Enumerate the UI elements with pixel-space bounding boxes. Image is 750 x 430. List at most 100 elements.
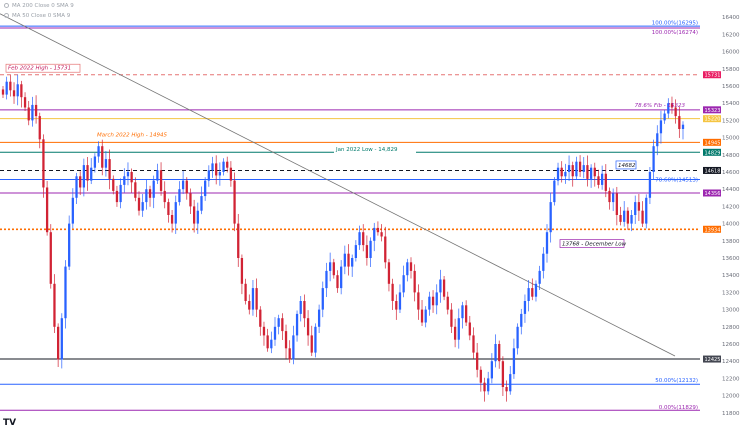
y-tick-label: 16000 [722, 50, 740, 56]
level-labels-layer: 100.00%(16295) 100.00%(16274) Feb 2022 Hig… [5, 21, 698, 411]
candle-body [483, 382, 486, 392]
y-tick-label: 15600 [722, 84, 740, 90]
candle-body [641, 210, 644, 224]
candle-body [391, 283, 394, 301]
candle-body [424, 309, 427, 323]
visibility-icon[interactable] [4, 3, 9, 8]
candle-body [446, 296, 449, 310]
candle-body [314, 326, 317, 353]
price-badge-label: 13934 [705, 227, 721, 233]
candle-body [108, 159, 111, 179]
candle-body [189, 193, 192, 207]
tradingview-logo: TV [3, 418, 17, 428]
price-badge [703, 148, 721, 156]
candle-body [453, 326, 457, 340]
candle-body [130, 172, 133, 183]
price-badge-label: 15323 [705, 108, 721, 114]
candle-body [211, 163, 214, 171]
candle-body [248, 301, 251, 310]
candle-body [82, 165, 86, 188]
candle-body [380, 232, 383, 237]
candle-body [156, 170, 159, 181]
candle-body [200, 196, 203, 211]
y-tick-label: 15800 [722, 67, 740, 73]
price-badge-label: 14356 [705, 191, 721, 197]
horizontal-levels [0, 25, 700, 411]
candle-body [1, 89, 5, 95]
candle-body [178, 189, 181, 203]
candle-body [31, 104, 34, 121]
candle-body [292, 335, 295, 360]
candle-body [589, 167, 593, 179]
candle-body [181, 180, 185, 190]
candle-body [134, 182, 137, 198]
candle-body [604, 173, 607, 191]
price-badge [703, 166, 721, 174]
candle-body [332, 262, 335, 276]
y-tick-label: 12800 [722, 325, 740, 331]
level-label: 50.00%(12132) [655, 378, 698, 384]
candle-body [542, 253, 545, 271]
candle-body [16, 84, 19, 97]
candle-body [531, 288, 534, 297]
candle-body [630, 215, 633, 224]
candle-body [623, 210, 626, 222]
candle-body [678, 116, 681, 129]
level-label: 100.00%(16274) [652, 30, 698, 36]
candle-body [222, 161, 225, 172]
price-badge-label: 12425 [705, 357, 721, 363]
candle-body [413, 270, 416, 293]
candle-body [586, 165, 589, 179]
visibility-icon[interactable] [4, 13, 9, 18]
annotation-label: 14682 [618, 163, 636, 169]
candle-body [240, 258, 244, 284]
candle-body [435, 292, 438, 306]
candle-body [218, 172, 222, 176]
candle-body [281, 318, 284, 332]
y-tick-label: 12600 [722, 342, 740, 348]
price-badge [703, 189, 721, 197]
candle-body [38, 116, 41, 140]
candle-body [226, 161, 229, 168]
price-badge [703, 225, 721, 233]
candle-body [112, 178, 115, 191]
candle-body [376, 227, 380, 233]
level-label: 0.00%(11829) [659, 405, 698, 411]
candle-body [259, 309, 262, 327]
candle-body [674, 107, 677, 117]
candle-body [593, 167, 596, 177]
candle-body [141, 202, 144, 211]
candle-body [461, 305, 464, 319]
candle-body [402, 275, 405, 293]
candle-body [365, 245, 369, 258]
candle-body [652, 146, 655, 172]
price-badge-label: 14945 [705, 140, 721, 146]
candle-body [656, 133, 659, 147]
candle-body [215, 163, 218, 176]
y-tick-label: 12000 [722, 394, 740, 400]
y-tick-label: 14800 [722, 153, 740, 159]
y-tick-label: 13800 [722, 239, 740, 245]
candle-body [612, 193, 615, 203]
candle-body [104, 159, 108, 168]
y-tick-label: 14200 [722, 204, 740, 210]
y-tick-label: 11800 [722, 411, 740, 417]
candle-body [387, 262, 391, 284]
candle-body [431, 296, 435, 306]
candle-body [306, 318, 310, 336]
price-badge [703, 71, 721, 79]
y-tick-label: 13000 [722, 308, 740, 314]
candle-body [409, 262, 413, 271]
candle-body [204, 180, 207, 197]
candle-body [637, 202, 641, 211]
candle-body [578, 161, 582, 172]
candle-body [328, 262, 332, 271]
y-tick-label: 13200 [722, 290, 740, 296]
candle-body [417, 292, 420, 310]
candle-body [464, 305, 468, 323]
annotation-label: 13768 - December Low [562, 242, 627, 248]
candle-body [340, 266, 343, 289]
candle-body [351, 258, 354, 267]
candle-body [145, 189, 148, 203]
